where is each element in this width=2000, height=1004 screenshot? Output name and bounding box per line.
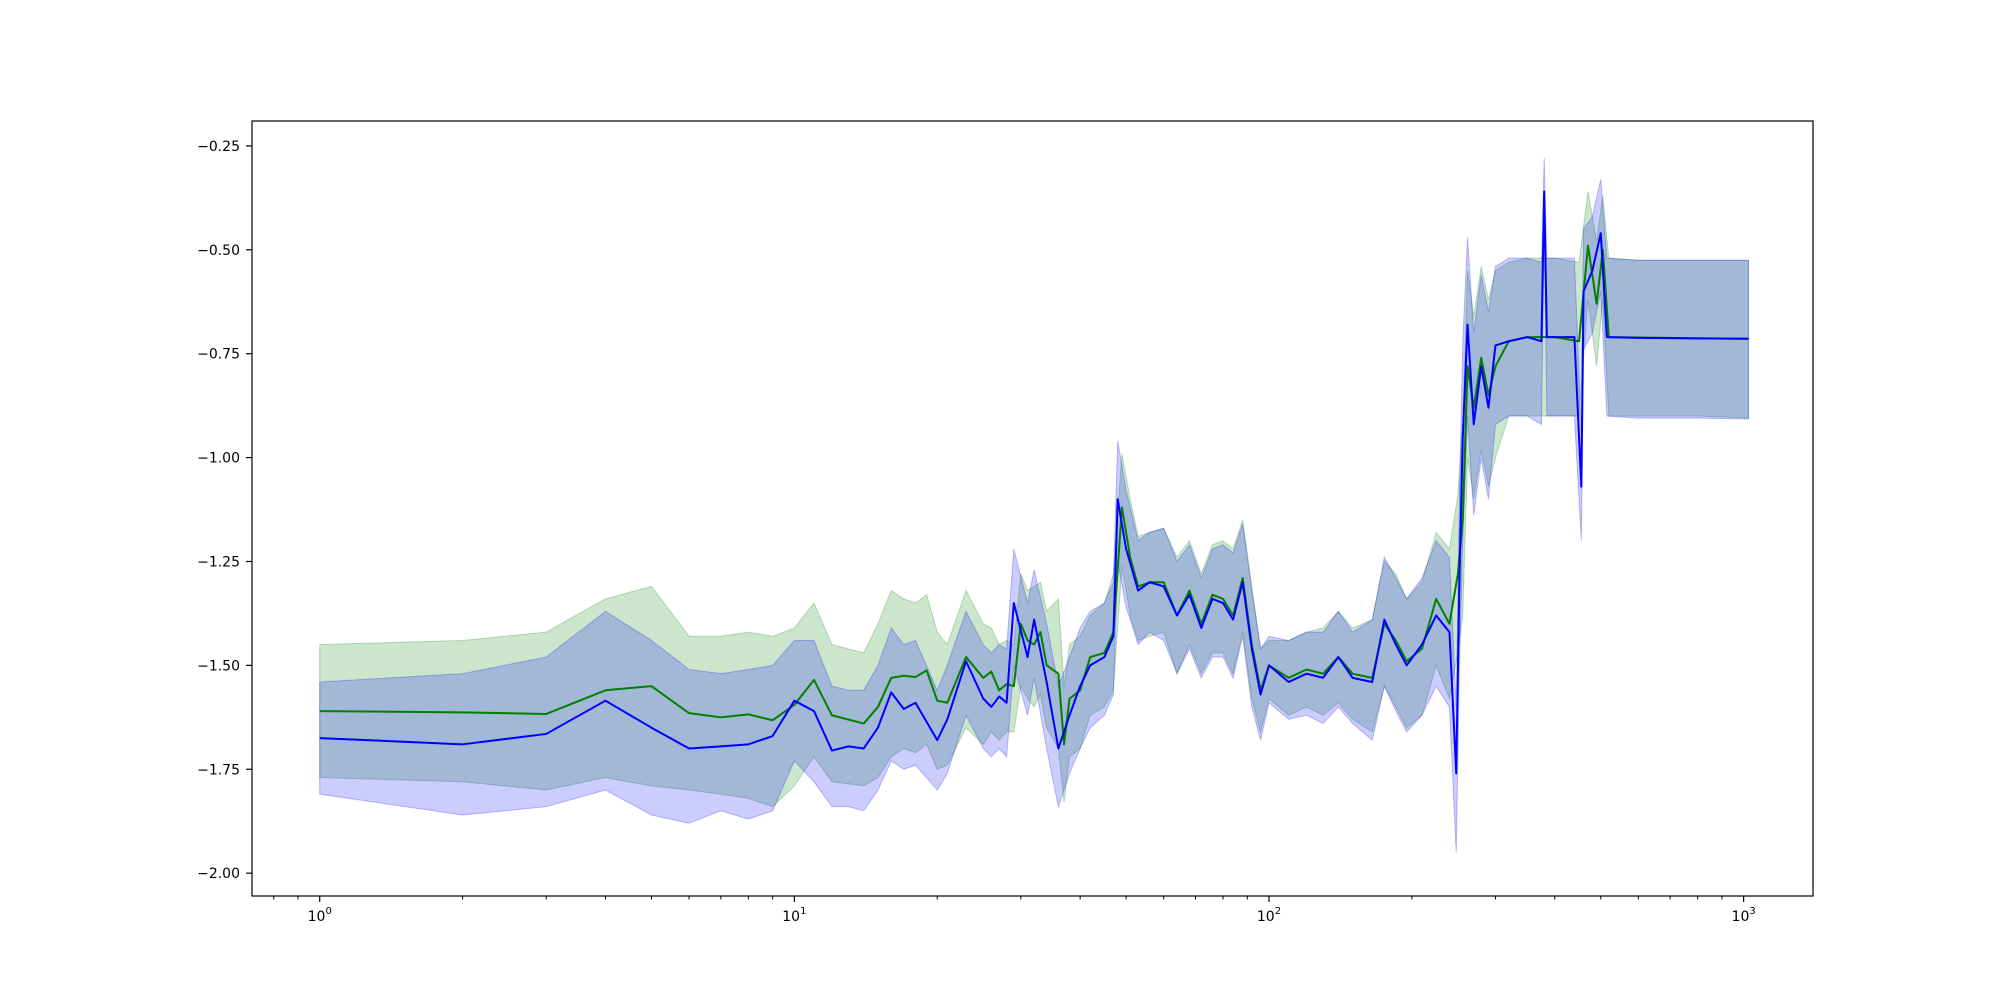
y-axis: −0.25 −0.50 −0.75 −1.00 −1.25 −1.50 −1.75 −2.00: [197, 139, 252, 882]
plot-frame: [251, 120, 1814, 897]
y-tick-label: −1.75: [197, 762, 240, 778]
confidence-band-2: [319, 158, 1750, 853]
series-line-1: [319, 244, 1749, 746]
series-line-2: [319, 190, 1749, 775]
x-tick-label: 100: [308, 906, 332, 925]
y-tick-label: −1.50: [197, 658, 240, 674]
x-tick-label: 101: [782, 906, 806, 925]
x-tick-label: 102: [1257, 906, 1281, 925]
series-lines: [319, 190, 1749, 775]
plot-area-background: [252, 121, 1813, 896]
x-axis: 100 101 102 103: [273, 896, 1756, 925]
y-tick-label: −0.50: [197, 243, 240, 259]
y-tick-label: −1.25: [197, 554, 240, 570]
y-tick-label: −0.25: [197, 139, 240, 155]
y-tick-label: −2.00: [197, 866, 240, 882]
confidence-bands: [319, 158, 1750, 853]
y-tick-label: −0.75: [197, 347, 240, 363]
x-tick-label: 103: [1732, 906, 1756, 925]
confidence-band-1: [319, 191, 1750, 808]
y-tick-label: −1.00: [197, 451, 240, 467]
